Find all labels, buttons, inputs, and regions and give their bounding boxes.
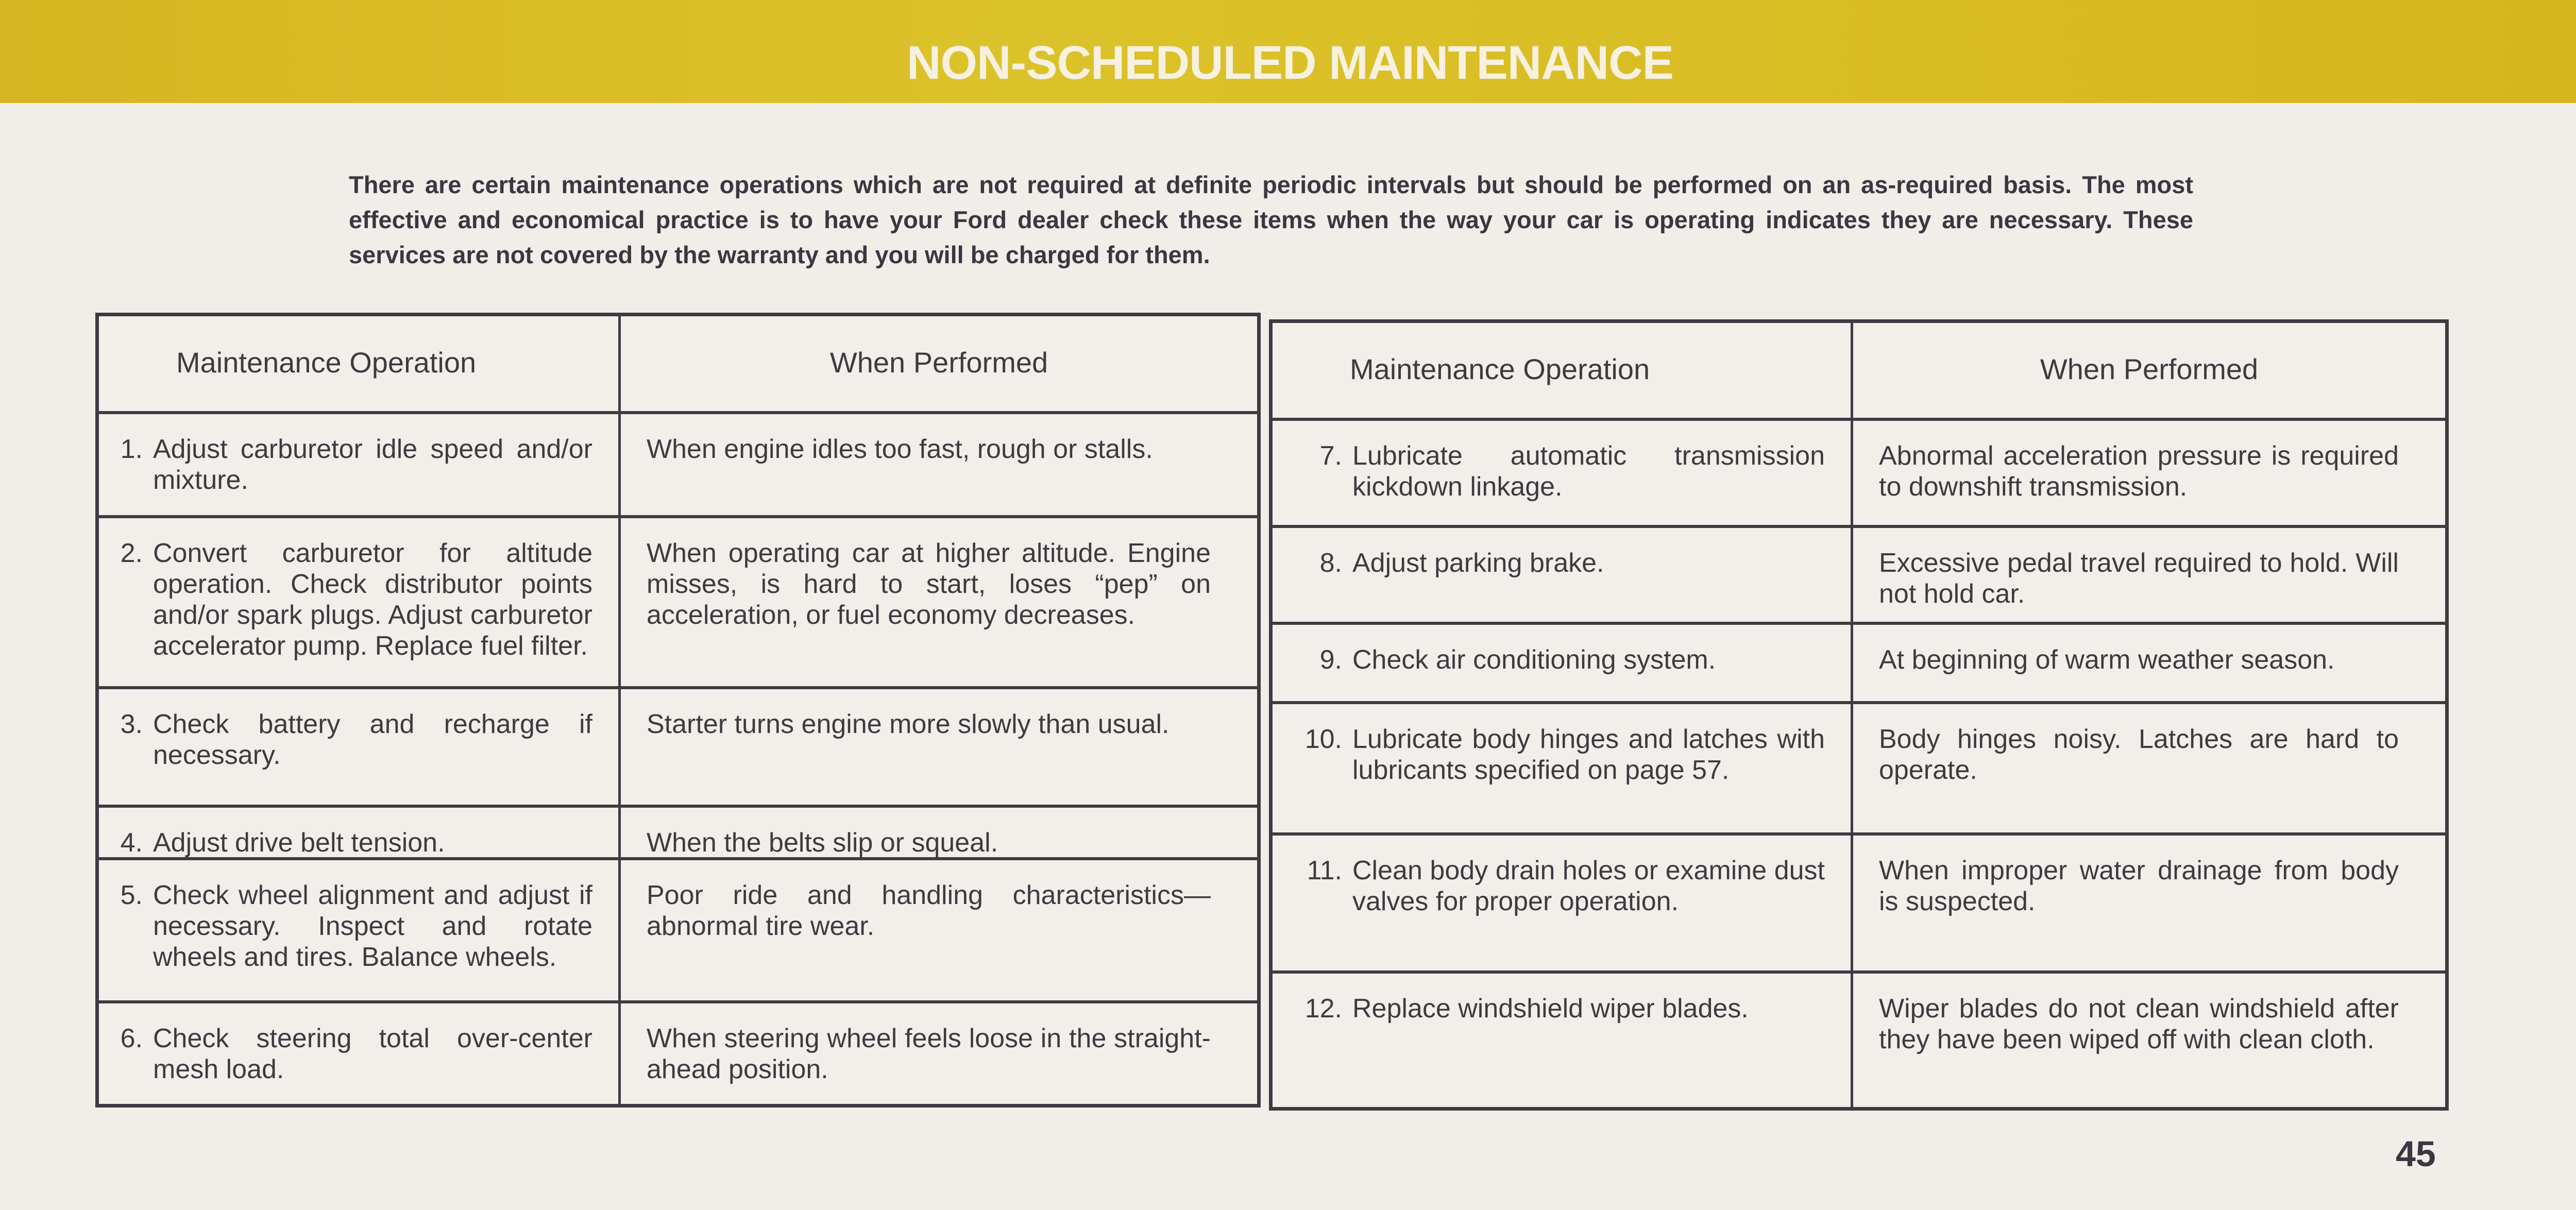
when-performed-cell: When engine idles too fast, rough or sta… xyxy=(647,434,1153,464)
operation-text: Clean body drain holes or examine dust v… xyxy=(1352,856,1825,916)
maintenance-table-left: Maintenance Operation When Performed 1. Adj… xyxy=(95,313,1261,1107)
item-number: 8. xyxy=(1319,548,1342,578)
table-row: 8. Adjust parking brake. Excessive pedal t… xyxy=(1273,525,2445,622)
table-row: 6. Check steering total over-center mesh … xyxy=(99,1000,1257,1104)
when-performed-cell: Poor ride and handling characteristics—a… xyxy=(647,880,1211,941)
table-header-row: Maintenance Operation When Performed xyxy=(1273,323,2445,418)
operation-cell: 10. Lubricate body hinges and latches wit… xyxy=(1273,704,1853,832)
item-number: 10. xyxy=(1304,724,1342,754)
table-header-row: Maintenance Operation When Performed xyxy=(99,316,1257,411)
intro-paragraph: There are certain maintenance operations… xyxy=(349,171,2193,268)
table-row: 3. Check battery and recharge if necessar… xyxy=(99,686,1257,805)
column-header-when: When Performed xyxy=(2040,353,2259,385)
item-number: 9. xyxy=(1319,645,1342,675)
table-row: 10. Lubricate body hinges and latches wit… xyxy=(1273,701,2445,832)
when-performed-cell: Wiper blades do not clean windshield aft… xyxy=(1879,994,2399,1054)
operation-cell: 3. Check battery and recharge if necessar… xyxy=(99,689,621,805)
item-number: 6. xyxy=(120,1024,143,1053)
table-row: 12. Replace windshield wiper blades. Wiper… xyxy=(1273,970,2445,1107)
table-row: 7. Lubricate automatic transmission kickd… xyxy=(1273,418,2445,525)
operation-cell: 11. Clean body drain holes or examine dus… xyxy=(1273,836,1853,970)
operation-cell: 9. Check air conditioning system. xyxy=(1273,625,1853,701)
operation-text: Adjust parking brake. xyxy=(1352,548,1604,578)
table-row: 9. Check air conditioning system. At begin… xyxy=(1273,622,2445,701)
table-row: 5. Check wheel alignment and adjust if ne… xyxy=(99,857,1257,1000)
item-number: 3. xyxy=(120,709,143,739)
when-performed-cell: When operating car at higher altitude. E… xyxy=(647,538,1211,630)
table-row: 2. Convert carburetor for altitude operat… xyxy=(99,515,1257,686)
item-number: 12. xyxy=(1304,994,1342,1024)
operation-text: Check battery and recharge if necessary. xyxy=(153,709,592,770)
operation-text: Adjust carburetor idle speed and/or mixt… xyxy=(153,434,592,495)
operation-cell: 1. Adjust carburetor idle speed and/or mi… xyxy=(99,414,621,515)
when-performed-cell: Body hinges noisy. Latches are hard to o… xyxy=(1879,724,2399,785)
table-row: 11. Clean body drain holes or examine dus… xyxy=(1273,832,2445,970)
column-header-operation: Maintenance Operation xyxy=(1273,323,1853,418)
item-number: 11. xyxy=(1307,856,1342,885)
operation-cell: 8. Adjust parking brake. xyxy=(1273,528,1853,622)
operation-text: Lubricate body hinges and latches with l… xyxy=(1352,724,1825,785)
operation-text: Replace windshield wiper blades. xyxy=(1352,994,1749,1024)
item-number: 4. xyxy=(120,828,143,858)
column-header-when: When Performed xyxy=(829,346,1048,379)
item-number: 2. xyxy=(120,538,143,568)
operation-cell: 7. Lubricate automatic transmission kickd… xyxy=(1273,421,1853,525)
item-number: 7. xyxy=(1319,441,1342,471)
when-performed-cell: Starter turns engine more slowly than us… xyxy=(647,709,1170,739)
operation-text: Convert carburetor for altitude operatio… xyxy=(153,538,592,661)
when-performed-cell: When the belts slip or squeal. xyxy=(647,828,998,858)
when-performed-cell: Abnormal acceleration pressure is requir… xyxy=(1879,441,2399,502)
operation-cell: 4. Adjust drive belt tension. xyxy=(99,808,621,858)
page-title: NON-SCHEDULED MAINTENANCE xyxy=(907,37,1674,89)
header-band xyxy=(0,0,2576,103)
when-performed-cell: Excessive pedal travel required to hold.… xyxy=(1879,548,2399,609)
operation-text: Check air conditioning system. xyxy=(1352,645,1716,675)
operation-text: Lubricate automatic transmission kickdow… xyxy=(1352,441,1825,502)
table-row: 4. Adjust drive belt tension. When the bel… xyxy=(99,805,1257,858)
table-row: 1. Adjust carburetor idle speed and/or mi… xyxy=(99,411,1257,515)
operation-text: Check wheel alignment and adjust if nece… xyxy=(153,880,592,972)
operation-cell: 5. Check wheel alignment and adjust if ne… xyxy=(99,860,621,1000)
operation-cell: 2. Convert carburetor for altitude operat… xyxy=(99,518,621,686)
item-number: 5. xyxy=(120,880,143,910)
maintenance-table-right: Maintenance Operation When Performed 7. Lub… xyxy=(1269,319,2449,1111)
column-header-operation: Maintenance Operation xyxy=(99,316,621,411)
item-number: 1. xyxy=(120,434,143,464)
operation-cell: 6. Check steering total over-center mesh … xyxy=(99,1003,621,1104)
page-number: 45 xyxy=(2396,1134,2436,1174)
operation-cell: 12. Replace windshield wiper blades. xyxy=(1273,974,1853,1107)
when-performed-cell: When improper water drainage from body i… xyxy=(1879,856,2399,916)
operation-text: Adjust drive belt tension. xyxy=(153,828,445,858)
when-performed-cell: When steering wheel feels loose in the s… xyxy=(647,1024,1211,1084)
operation-text: Check steering total over-center mesh lo… xyxy=(153,1024,592,1084)
when-performed-cell: At beginning of warm weather season. xyxy=(1879,645,2335,675)
